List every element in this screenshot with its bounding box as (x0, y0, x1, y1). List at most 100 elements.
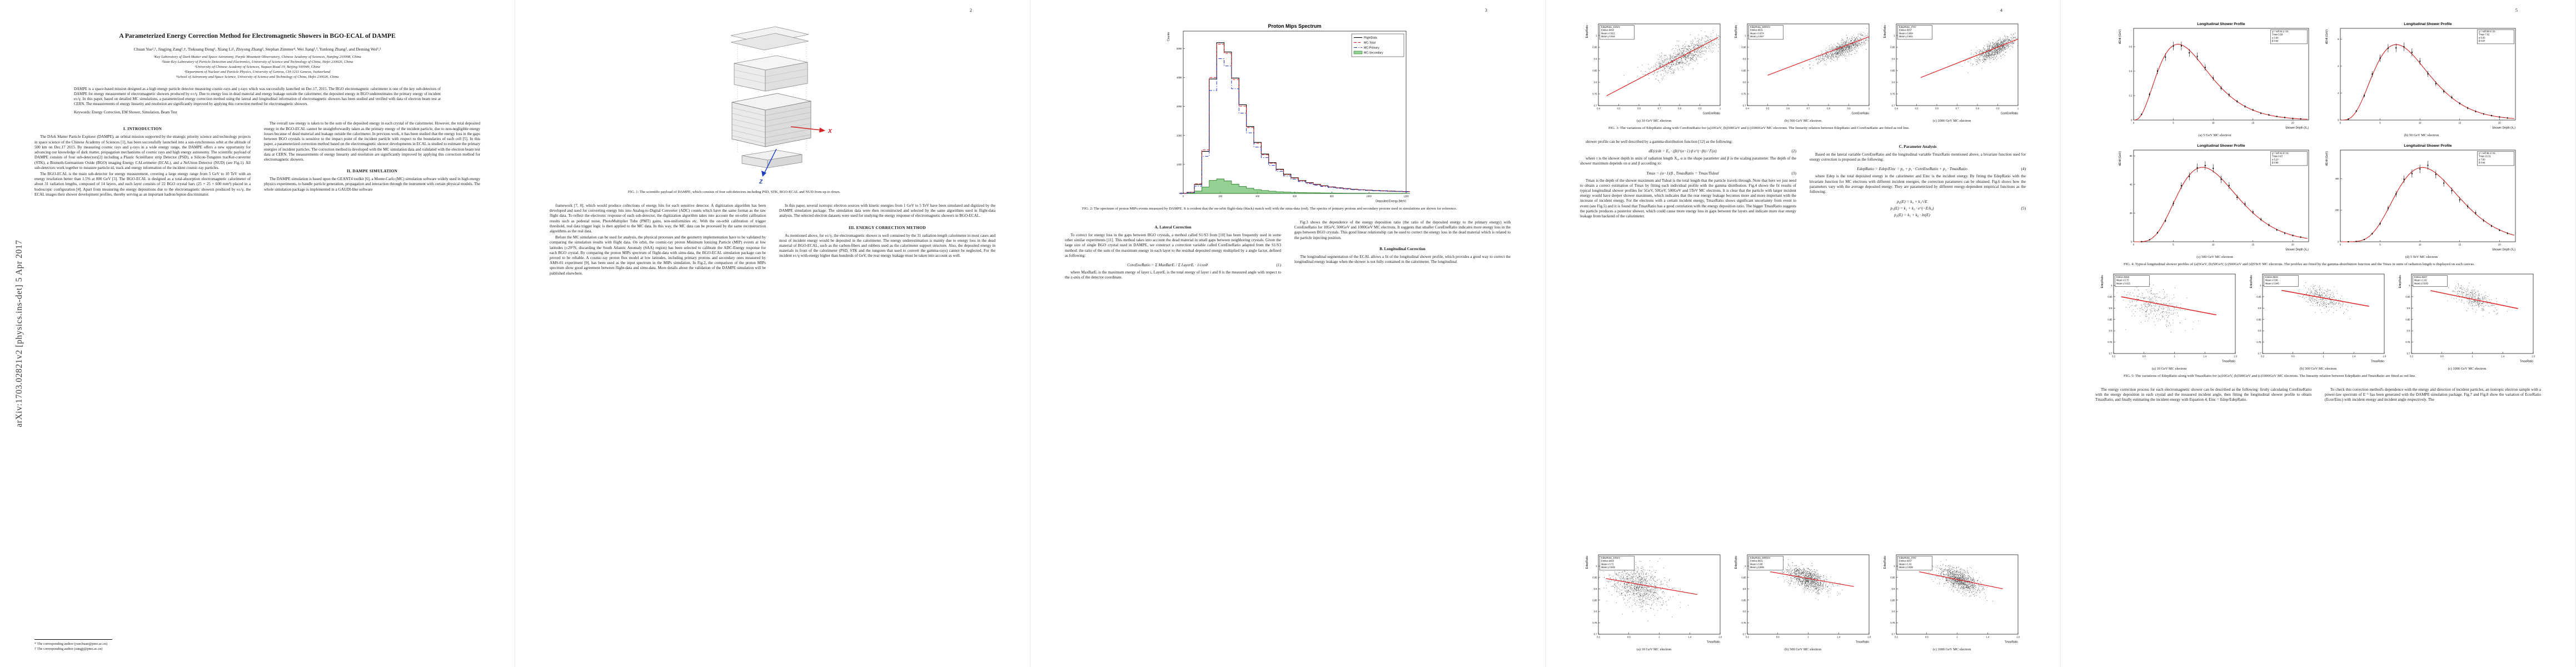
equation-body: EdepRatio = Edep/Einc = p₀ + p₁ · CoreEn… (1857, 166, 1967, 172)
equation-body: Tmax = (α−1)/β , TmaxRatio = Tmax/Tideal (1646, 170, 1719, 176)
svg-text:0: 0 (2133, 243, 2135, 246)
affiliation-line: ³University of Chinese Academy of Scienc… (195, 64, 320, 69)
panel-sublabel: (b) 500 GeV MC electron (1785, 648, 1821, 651)
fig3c-chart: 0.4 0.5 0.6 0.7 0.8 0.9 1 0.7 0.75 0.8 0.85 0.9 0.95… (1882, 20, 2022, 116)
panel-sublabel: (c) 1000 GeV MC electron (1932, 119, 1971, 123)
page-5: 5 0 5 10 15 20 0 0.2 0.4 0.6 Longitudinal Shower … (2061, 0, 2576, 667)
svg-text:EdepRatio: EdepRatio (2250, 275, 2253, 288)
svg-text:Longitudinal Shower Profile: Longitudinal Shower Profile (2197, 144, 2245, 148)
svg-text:0.75: 0.75 (1592, 621, 1597, 624)
svg-text:0: 0 (2338, 119, 2339, 122)
paragraph: Based on the lateral variable CoreEneRat… (1810, 152, 2026, 162)
svg-text:TmaxRatio: TmaxRatio (1856, 641, 1869, 644)
page5-right-column: To check this correction method's depend… (2325, 387, 2541, 651)
svg-text:20: 20 (2498, 122, 2501, 125)
svg-text:Mean x 0.884: Mean x 0.884 (1899, 32, 1914, 34)
page1-columns: I. INTRODUCTION The DArk Matter Particle… (34, 121, 480, 651)
fig3b-chart: 0.4 0.5 0.6 0.7 0.8 0.9 1 0.7 0.75 0.8 0.85 0.9 0.95… (1733, 20, 1873, 116)
svg-text:0.9: 0.9 (1892, 58, 1895, 61)
svg-text:0.95: 0.95 (1890, 576, 1895, 579)
svg-text:Tmax 7.02: Tmax 7.02 (2479, 33, 2490, 36)
svg-text:0.7: 0.7 (1892, 633, 1895, 636)
page-number: 3 (1484, 7, 1487, 13)
page-3: 3 02004006008001000120001000200030004000… (1030, 0, 1546, 667)
footnote: † The corresponding author (zangjj@pmo.a… (34, 646, 103, 651)
svg-text:CoreEneRatio: CoreEneRatio (1703, 112, 1721, 116)
paragraph: The energy correction process for each e… (2095, 387, 2311, 402)
svg-text:0.2: 0.2 (2129, 94, 2132, 97)
paragraph: The overall raw energy is taken to be th… (264, 121, 480, 162)
equation-number: (2) (1791, 148, 1796, 154)
svg-text:Entries 9337: Entries 9337 (1899, 29, 1912, 32)
svg-text:4000: 4000 (1177, 76, 1182, 79)
svg-text:0.2: 0.2 (1746, 636, 1749, 639)
x-axis-arrow (790, 126, 821, 131)
p4bc-chart: 0.2 0.6 1 1.4 1.8 0.7 0.75 0.8 0.85 0.9 0.95 1 TmaxR… (1882, 551, 2022, 644)
svg-text:0.75: 0.75 (1741, 93, 1746, 96)
svg-text:0.95: 0.95 (2405, 295, 2410, 298)
svg-text:1: 1 (1807, 636, 1809, 639)
svg-text:0.7: 0.7 (2407, 352, 2410, 355)
svg-text:0.7: 0.7 (1892, 104, 1895, 107)
fig3-panel-a: 0.4 0.5 0.6 0.7 0.8 0.9 1 0.7 0.75 0.8 0.85 0.9 0.95… (1584, 20, 1724, 123)
svg-text:1: 1 (2323, 355, 2324, 357)
svg-text:Tmax 8.67: Tmax 8.67 (2272, 155, 2283, 158)
equation-number: (1) (1276, 262, 1281, 267)
svg-text:EdepRatio: EdepRatio (1586, 556, 1589, 569)
svg-text:1: 1 (2472, 355, 2473, 357)
svg-text:0.5: 0.5 (1617, 107, 1621, 110)
footnotes: * The corresponding author (yuechuan@pmo… (34, 637, 251, 651)
paragraph: shower profile can be well described by … (1586, 139, 1733, 144)
svg-text:0.75: 0.75 (1890, 621, 1895, 624)
panel-sublabel: (c) 1000 GeV MC electron (1932, 648, 1971, 651)
profile-panel-c: 0 5 10 15 20 0 20 40 60 Longitudinal Shower Profi… (2117, 142, 2313, 259)
svg-text:β 0.52: β 0.52 (2272, 39, 2279, 42)
footnote-rule (34, 639, 112, 640)
svg-text:1.4: 1.4 (1837, 636, 1840, 639)
svg-text:0.8: 0.8 (1594, 81, 1597, 84)
affiliation-line: ¹Key Laboratory of Dark Matter and Space… (153, 54, 361, 59)
svg-text:0: 0 (2131, 119, 2132, 122)
svg-text:χ² / ndf 31.9 / 21: χ² / ndf 31.9 / 21 (2272, 152, 2289, 155)
arxiv-watermark: arXiv:1703.02821v2 [physics.ins-det] 5 A… (14, 240, 24, 427)
page-number: 5 (2515, 7, 2518, 13)
paragraph: Tmax is the depth of the shower maximum … (1580, 178, 1796, 219)
svg-text:Mean y 0.941: Mean y 0.941 (1899, 35, 1914, 38)
svg-text:0.9: 0.9 (1698, 107, 1702, 110)
svg-text:2000: 2000 (1177, 134, 1182, 137)
svg-text:Entries 9493: Entries 9493 (2116, 276, 2130, 278)
svg-text:0.75: 0.75 (1890, 93, 1895, 96)
svg-text:0.8: 0.8 (1743, 81, 1746, 84)
fig5a-chart: 0.2 0.6 1 1.4 1.8 0.7 0.75 0.8 0.85 0.9 0.95 1 TmaxR… (2099, 270, 2239, 364)
svg-text:1200: 1200 (1403, 195, 1409, 198)
svg-text:0.95: 0.95 (2107, 295, 2112, 298)
svg-text:Mean y 0.915: Mean y 0.915 (1601, 566, 1616, 569)
svg-text:0.75: 0.75 (2256, 341, 2261, 344)
paragraph: Before the MC simulation can be used for… (550, 235, 766, 276)
svg-text:FlightData: FlightData (1364, 37, 1377, 40)
fig5-panel-a: 0.2 0.6 1 1.4 1.8 0.7 0.75 0.8 0.85 0.9 0.95 1 TmaxR… (2099, 270, 2239, 371)
svg-text:1.4: 1.4 (2352, 355, 2355, 357)
svg-text:1.4: 1.4 (1986, 636, 1989, 639)
page2-columns: framework [7, 8], which would produce co… (550, 203, 995, 651)
svg-text:0.7: 0.7 (1743, 633, 1746, 636)
svg-text:2: 2 (2338, 92, 2339, 94)
svg-text:Mean y 0.945: Mean y 0.945 (2265, 282, 2280, 285)
page-2: 2 (515, 0, 1030, 667)
svg-text:0: 0 (2131, 241, 2132, 243)
paragraph: The DAMPE simulation is based upon the G… (264, 177, 480, 192)
svg-text:0: 0 (2338, 241, 2339, 243)
svg-text:Longitudinal Shower Profile: Longitudinal Shower Profile (2197, 22, 2245, 26)
svg-text:0.85: 0.85 (1741, 599, 1746, 601)
svg-text:CoreEneRatio: CoreEneRatio (2001, 112, 2019, 116)
page2-left-column: framework [7, 8], which would produce co… (550, 203, 766, 651)
paragraph: Fig.3 shows the dependence of the energy… (1294, 220, 1511, 240)
subsection-heading-lateral-correction: A. Lateral Correction (1154, 225, 1192, 230)
svg-text:0.9: 0.9 (2258, 307, 2261, 310)
svg-text:Longitudinal Shower Profile: Longitudinal Shower Profile (2404, 22, 2452, 26)
fig4c-chart: 0 5 10 15 20 0 20 40 60 Longitudinal Shower Profi… (2117, 142, 2313, 252)
svg-text:20: 20 (2291, 122, 2294, 125)
svg-text:1: 1 (2174, 355, 2175, 357)
tmax-scatter-panel-b: 0.2 0.6 1 1.4 1.8 0.7 0.75 0.8 0.85 0.9 0.95 1 TmaxR… (1733, 551, 1873, 651)
